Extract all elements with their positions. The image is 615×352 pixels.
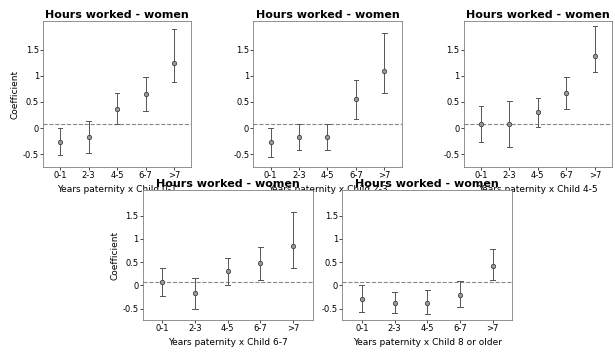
X-axis label: Years paternity x Child 2-3: Years paternity x Child 2-3 [268,184,387,194]
Title: Hours worked - women: Hours worked - women [355,179,499,189]
Y-axis label: Coefficient: Coefficient [111,231,120,280]
Title: Hours worked - women: Hours worked - women [156,179,300,189]
Title: Hours worked - women: Hours worked - women [466,10,609,20]
Title: Hours worked - women: Hours worked - women [256,10,399,20]
X-axis label: Years paternity x Child 0-1: Years paternity x Child 0-1 [57,184,177,194]
X-axis label: Years paternity x Child 4-5: Years paternity x Child 4-5 [478,184,598,194]
X-axis label: Years paternity x Child 6-7: Years paternity x Child 6-7 [168,338,288,347]
Title: Hours worked - women: Hours worked - women [46,10,189,20]
X-axis label: Years paternity x Child 8 or older: Years paternity x Child 8 or older [353,338,502,347]
Y-axis label: Coefficient: Coefficient [11,70,20,119]
